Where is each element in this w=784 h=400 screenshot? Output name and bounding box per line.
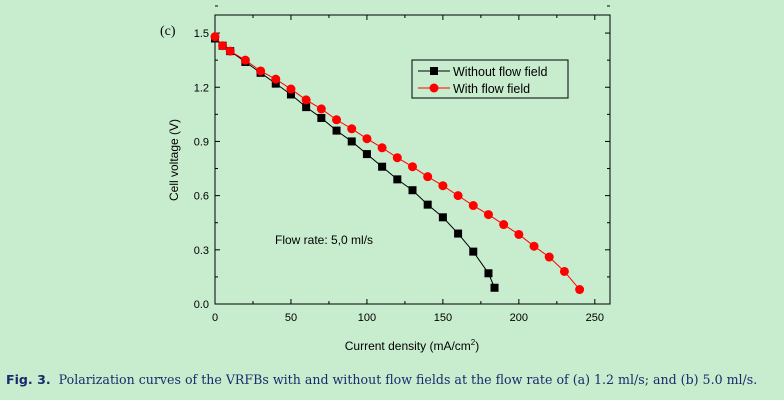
y-axis-label: Cell voltage (V) (167, 119, 181, 201)
x-tick-label: 150 (434, 312, 452, 324)
data-point (210, 32, 220, 42)
x-tick-label: 250 (586, 312, 604, 324)
data-point (438, 213, 447, 222)
data-point (377, 143, 387, 153)
data-point (332, 115, 342, 125)
legend-marker (429, 83, 439, 93)
figure-caption: Fig. 3. Polarization curves of the VRFBs… (6, 372, 784, 387)
data-point (490, 283, 499, 292)
data-point (301, 95, 311, 105)
data-point (392, 153, 402, 163)
y-tick-label: 0.0 (194, 299, 209, 311)
legend-label: Without flow field (453, 65, 548, 79)
data-point (378, 162, 387, 171)
data-point (453, 191, 463, 201)
data-point (544, 252, 554, 262)
data-point (218, 41, 228, 51)
data-point (362, 150, 371, 159)
data-point (240, 55, 250, 65)
y-tick-label: 1.5 (194, 28, 209, 40)
data-point (469, 247, 478, 256)
data-point (286, 90, 295, 99)
caption-text: Polarization curves of the VRFBs with an… (58, 372, 758, 387)
data-point (302, 103, 311, 112)
data-point (408, 162, 417, 172)
data-point (468, 201, 478, 211)
x-tick-label: 50 (285, 312, 297, 324)
data-point (559, 266, 569, 276)
legend-marker (430, 67, 438, 75)
y-tick-label: 0.3 (194, 245, 209, 257)
data-point (347, 124, 357, 134)
data-point (423, 172, 433, 182)
data-point (393, 175, 402, 184)
data-point (423, 200, 432, 209)
data-point (454, 229, 463, 238)
data-point (317, 113, 326, 122)
data-point (514, 229, 524, 239)
data-point (256, 66, 266, 76)
data-point (484, 269, 493, 278)
data-point (483, 210, 493, 220)
y-tick-label: 0.9 (194, 136, 209, 148)
data-point (529, 241, 539, 251)
data-point (271, 79, 280, 88)
data-point (286, 84, 296, 94)
series-with-flow-field (210, 32, 585, 295)
data-point (225, 46, 235, 56)
x-tick-label: 100 (358, 312, 376, 324)
data-point (499, 220, 509, 230)
x-tick-label: 0 (212, 312, 218, 324)
data-point (347, 137, 356, 146)
y-tick-label: 1.2 (194, 82, 209, 94)
data-point (362, 134, 372, 144)
data-point (575, 285, 585, 295)
plot-frame (214, 14, 611, 305)
data-point (271, 74, 281, 84)
data-point (316, 104, 326, 114)
legend-label: With flow field (453, 82, 530, 96)
x-tick-label: 200 (510, 312, 528, 324)
polarization-chart: 0 50 100 150 200 250 0.0 0.3 0.6 0.9 1.2 1.5 (c) Fl… (160, 5, 611, 353)
caption-label: Fig. 3. (6, 372, 51, 387)
data-point (408, 186, 417, 195)
annotation: Flow rate: 5,0 ml/s (275, 233, 373, 247)
legend: Without flow field With flow field (411, 59, 569, 99)
x-axis-label: Current density (mA/cm2) (345, 338, 479, 353)
data-point (438, 181, 448, 191)
data-point (332, 126, 341, 135)
y-tick-label: 0.6 (194, 191, 209, 203)
panel-label: (c) (160, 24, 176, 39)
